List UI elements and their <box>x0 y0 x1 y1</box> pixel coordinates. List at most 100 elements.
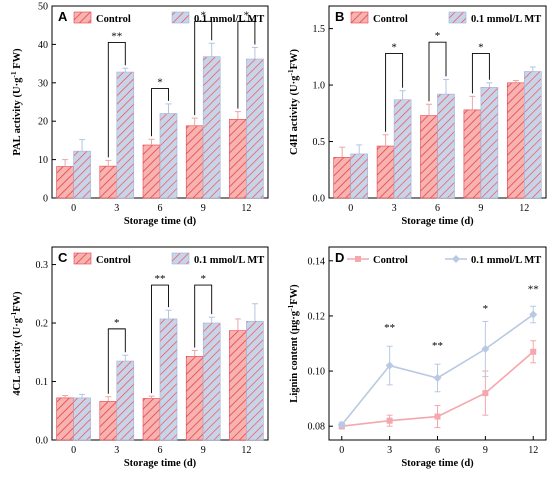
legend-swatch-mt <box>171 252 190 265</box>
legend-swatch-mt <box>171 11 190 24</box>
x-tick-label: 3 <box>114 445 119 456</box>
x-tick-label: 12 <box>241 203 251 214</box>
control-bar <box>99 401 118 441</box>
control-point <box>482 390 489 397</box>
significance-bracket <box>107 328 126 394</box>
significance-bracket <box>385 52 404 132</box>
significance-label: ** <box>111 30 122 42</box>
x-tick-label: 0 <box>71 203 76 214</box>
legend-marker-mt <box>452 255 460 263</box>
control-point <box>434 413 441 420</box>
x-tick-label: 12 <box>241 445 251 456</box>
y-tick-label: 0.14 <box>308 256 326 267</box>
mt-point <box>529 310 538 319</box>
y-axis-label-sup: -1 <box>9 312 18 318</box>
significance-label: * <box>483 303 489 315</box>
x-tick-label: 12 <box>519 203 529 214</box>
y-axis-label-main: Lignin content (μg·g <box>289 310 300 402</box>
mt-bar <box>159 113 178 199</box>
significance-bracket <box>151 88 169 137</box>
mt-bar <box>73 397 91 441</box>
significance-label: ** <box>384 322 395 334</box>
significance-label: * <box>391 41 397 53</box>
panel-b: 0.0 0.5 1.0 1.5 0 3 6 9 12 Storage time (d) C4H ac… <box>286 5 547 227</box>
x-axis-label: Storage time (d) <box>124 458 197 469</box>
control-bar <box>142 398 161 441</box>
mt-bar <box>437 93 455 199</box>
mt-point <box>385 361 394 370</box>
mt-bar <box>350 153 369 199</box>
y-axis-label-unit: FW) <box>289 49 300 70</box>
x-tick-label: 9 <box>483 445 488 456</box>
mt-point <box>433 373 442 382</box>
y-axis-label: C4H activity (U·g-1FW) <box>286 49 300 155</box>
significance-bracket <box>194 20 213 116</box>
y-axis-label: Lignin content (μg·g-1FW) <box>286 284 300 403</box>
x-tick-label: 6 <box>435 445 440 456</box>
legend: Control 0.1 mmol/L MT <box>350 11 541 25</box>
significance-label: * <box>478 41 484 53</box>
mt-bar <box>73 150 91 199</box>
mt-bar <box>523 71 542 199</box>
legend-label-mt: 0.1 mmol/L MT <box>471 14 541 25</box>
y-tick-label: 0.5 <box>313 137 326 148</box>
y-axis-label-main: PAL activity (U·g <box>12 77 23 156</box>
y-tick-label: 0.10 <box>308 367 326 378</box>
y-tick-label: 30 <box>38 78 48 89</box>
mt-bar <box>246 320 264 441</box>
y-tick-label: 0.2 <box>36 319 49 330</box>
control-point <box>386 417 393 424</box>
control-bar <box>185 125 204 199</box>
significance-label: * <box>200 9 206 21</box>
y-tick-label: 0.3 <box>36 260 49 271</box>
mt-bar <box>202 322 221 441</box>
control-bar <box>333 157 352 199</box>
legend-label-control: Control <box>373 255 408 266</box>
y-axis-label-unit: FW) <box>12 291 23 312</box>
panel-d: 0.08 0.10 0.12 0.14 0 3 6 9 12 Storage time (d) Li… <box>286 246 547 469</box>
legend-swatch-control <box>73 11 92 24</box>
significance-label: ** <box>528 283 539 295</box>
significance-bracket <box>151 284 169 394</box>
x-tick-label: 0 <box>339 445 344 456</box>
y-tick-label: 1.0 <box>313 81 326 92</box>
y-tick-label: 0.1 <box>36 377 49 388</box>
y-axis-label-unit: FW) <box>289 284 300 305</box>
y-axis-label-main: C4H activity (U·g <box>289 75 300 155</box>
x-tick-label: 3 <box>387 445 392 456</box>
legend: Control 0.1 mmol/L MT <box>73 252 264 266</box>
mt-bar <box>393 99 412 199</box>
mt-bar <box>159 318 178 441</box>
legend: Control 0.1 mmol/L MT <box>73 11 264 25</box>
significance-label: * <box>114 317 120 329</box>
panel-a: 0 10 20 30 40 50 0 3 6 9 12 Storage time (d) PAL act… <box>9 2 269 227</box>
control-bar <box>229 118 247 199</box>
control-bar <box>99 165 118 199</box>
legend-label-control: Control <box>96 255 131 266</box>
legend-marker-control <box>355 256 361 262</box>
x-tick-label: 9 <box>201 203 206 214</box>
mt-bar <box>116 360 135 441</box>
x-tick-label: 6 <box>435 203 440 214</box>
mt-bar <box>116 71 135 199</box>
y-tick-label: 10 <box>38 155 48 166</box>
control-bar <box>56 397 74 441</box>
x-axis-label: Storage time (d) <box>401 458 474 469</box>
control-bar <box>56 166 74 199</box>
significance-label: * <box>200 273 206 285</box>
y-tick-label: 0.12 <box>308 311 326 322</box>
panel-letter: A <box>58 9 68 24</box>
y-axis-label-sup: -1 <box>286 69 295 75</box>
significance-label: * <box>435 30 441 42</box>
legend-swatch-mt <box>448 11 467 24</box>
control-bar <box>463 109 482 199</box>
y-tick-label: 0.0 <box>313 194 326 205</box>
x-axis-label: Storage time (d) <box>401 216 474 227</box>
legend: Control 0.1 mmol/L MT <box>347 255 541 266</box>
y-tick-label: 1.5 <box>313 24 326 35</box>
x-tick-label: 9 <box>201 445 206 456</box>
y-tick-label: 0 <box>43 194 48 205</box>
panel-letter: B <box>335 9 344 24</box>
